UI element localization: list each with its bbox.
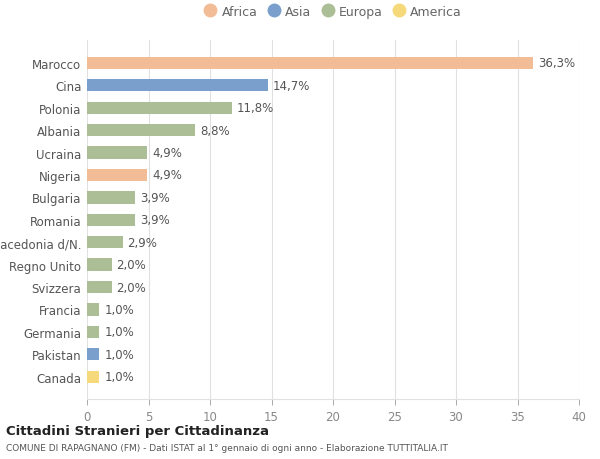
Bar bbox=[87, 304, 100, 316]
Text: 14,7%: 14,7% bbox=[273, 79, 310, 93]
Legend: Africa, Asia, Europa, America: Africa, Asia, Europa, America bbox=[204, 6, 462, 19]
Text: COMUNE DI RAPAGNANO (FM) - Dati ISTAT al 1° gennaio di ogni anno - Elaborazione : COMUNE DI RAPAGNANO (FM) - Dati ISTAT al… bbox=[6, 443, 448, 452]
Text: 4,9%: 4,9% bbox=[152, 169, 182, 182]
Text: 1,0%: 1,0% bbox=[104, 348, 134, 361]
Bar bbox=[87, 80, 268, 92]
Text: 3,9%: 3,9% bbox=[140, 191, 170, 204]
Bar bbox=[87, 125, 195, 137]
Text: 2,0%: 2,0% bbox=[116, 281, 146, 294]
Bar bbox=[87, 214, 135, 226]
Bar bbox=[87, 371, 100, 383]
Text: 3,9%: 3,9% bbox=[140, 214, 170, 227]
Text: Cittadini Stranieri per Cittadinanza: Cittadini Stranieri per Cittadinanza bbox=[6, 425, 269, 437]
Bar bbox=[87, 236, 122, 249]
Bar bbox=[87, 281, 112, 294]
Bar bbox=[87, 326, 100, 338]
Text: 11,8%: 11,8% bbox=[237, 102, 274, 115]
Text: 2,9%: 2,9% bbox=[128, 236, 157, 249]
Text: 2,0%: 2,0% bbox=[116, 258, 146, 272]
Bar bbox=[87, 169, 147, 182]
Text: 8,8%: 8,8% bbox=[200, 124, 230, 137]
Bar bbox=[87, 102, 232, 115]
Text: 36,3%: 36,3% bbox=[538, 57, 575, 70]
Bar bbox=[87, 147, 147, 159]
Text: 1,0%: 1,0% bbox=[104, 326, 134, 339]
Bar bbox=[87, 57, 533, 70]
Bar bbox=[87, 192, 135, 204]
Text: 4,9%: 4,9% bbox=[152, 147, 182, 160]
Text: 1,0%: 1,0% bbox=[104, 370, 134, 383]
Text: 1,0%: 1,0% bbox=[104, 303, 134, 316]
Bar bbox=[87, 348, 100, 361]
Bar bbox=[87, 259, 112, 271]
